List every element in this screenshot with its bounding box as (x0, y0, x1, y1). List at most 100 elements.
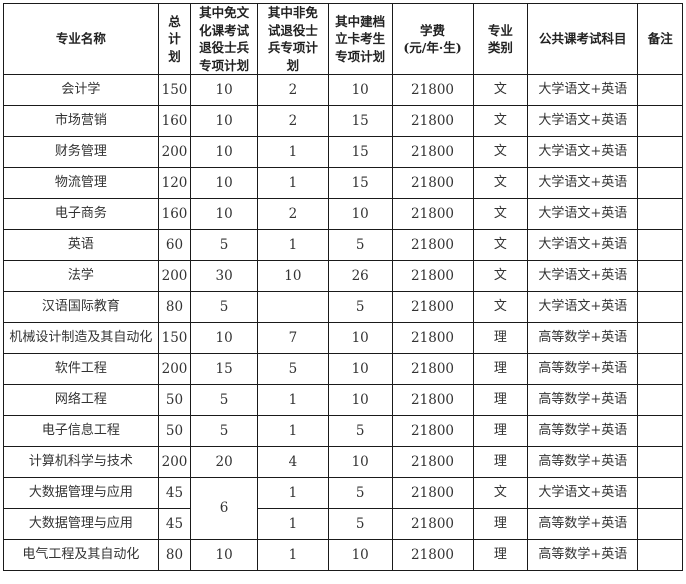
cell-non_exempt: 1 (256, 477, 329, 509)
column-header-subjects: 公共课考试科目 (527, 3, 639, 75)
cell-subjects: 高等数学+英语 (527, 384, 639, 416)
cell-non_exempt: 10 (256, 260, 329, 292)
cell-major: 财务管理 (3, 136, 159, 168)
cell-archived: 5 (327, 415, 393, 447)
cell-archived: 5 (327, 508, 393, 540)
cell-exempt: 5 (190, 415, 258, 447)
cell-exempt: 10 (190, 539, 258, 571)
cell-subjects: 大学语文+英语 (527, 136, 639, 168)
cell-category: 文 (472, 74, 529, 106)
cell-category: 理 (472, 446, 529, 478)
cell-tuition: 21800 (391, 105, 474, 137)
cell-category: 理 (472, 353, 529, 385)
cell-total: 200 (157, 446, 192, 478)
cell-archived: 5 (327, 477, 393, 509)
table-header: 专业名称总计划其中免文 化课考试 退役士兵 专项计划 其中非免 试退役士 兵专项计划其中建档… (3, 3, 683, 75)
cell-tuition: 21800 (391, 477, 474, 509)
cell-remark (637, 260, 683, 292)
cell-major: 计算机科学与技术 (3, 446, 159, 478)
cell-exempt: 5 (190, 229, 258, 261)
cell-remark (637, 446, 683, 478)
cell-total: 200 (157, 353, 192, 385)
cell-category: 理 (472, 415, 529, 447)
cell-exempt: 10 (190, 198, 258, 230)
cell-archived: 10 (327, 539, 393, 571)
cell-archived: 26 (327, 260, 393, 292)
cell-subjects: 高等数学+英语 (527, 322, 639, 354)
cell-category: 文 (472, 136, 529, 168)
header-row: 专业名称总计划其中免文 化课考试 退役士兵 专项计划 其中非免 试退役士 兵专项计划其中建档… (3, 3, 683, 75)
cell-major: 电气工程及其自动化 (3, 539, 159, 571)
table-row: 会计学 150 10 2 10 21800 文大学语文+英语 (3, 74, 683, 106)
cell-tuition: 21800 (391, 508, 474, 540)
cell-major: 英语 (3, 229, 159, 261)
cell-remark (637, 539, 683, 571)
table-row: 电子信息工程 50 5 1 5 21800 理高等数学+英语 (3, 415, 683, 447)
cell-remark (637, 477, 683, 509)
cell-total: 160 (157, 198, 192, 230)
cell-non_exempt: 2 (256, 74, 329, 106)
cell-subjects: 大学语文+英语 (527, 477, 639, 509)
cell-remark (637, 415, 683, 447)
cell-remark (637, 74, 683, 106)
cell-non_exempt: 1 (256, 167, 329, 199)
cell-tuition: 21800 (391, 322, 474, 354)
cell-total: 150 (157, 74, 192, 106)
cell-exempt: 6 (190, 477, 258, 540)
cell-total: 150 (157, 322, 192, 354)
table-row: 软件工程 200 15 5 10 21800 理高等数学+英语 (3, 353, 683, 385)
cell-exempt: 10 (190, 105, 258, 137)
cell-tuition: 21800 (391, 415, 474, 447)
cell-remark (637, 167, 683, 199)
cell-total: 200 (157, 136, 192, 168)
cell-total: 50 (157, 415, 192, 447)
cell-category: 文 (472, 291, 529, 323)
column-header-category: 专业 类别 (472, 3, 529, 75)
admission-plan-table: 专业名称总计划其中免文 化课考试 退役士兵 专项计划 其中非免 试退役士 兵专项计划其中建档… (3, 3, 683, 571)
cell-exempt: 5 (190, 384, 258, 416)
cell-archived: 10 (327, 446, 393, 478)
cell-category: 理 (472, 384, 529, 416)
cell-archived: 10 (327, 74, 393, 106)
cell-archived: 15 (327, 105, 393, 137)
cell-subjects: 高等数学+英语 (527, 508, 639, 540)
cell-subjects: 高等数学+英语 (527, 446, 639, 478)
cell-major: 物流管理 (3, 167, 159, 199)
cell-exempt: 10 (190, 322, 258, 354)
cell-subjects: 大学语文+英语 (527, 260, 639, 292)
cell-non_exempt: 2 (256, 198, 329, 230)
table-row: 物流管理 120 10 1 15 21800 文大学语文+英语 (3, 167, 683, 199)
cell-total: 200 (157, 260, 192, 292)
cell-exempt: 20 (190, 446, 258, 478)
cell-total: 50 (157, 384, 192, 416)
cell-category: 文 (472, 198, 529, 230)
cell-total: 160 (157, 105, 192, 137)
cell-tuition: 21800 (391, 539, 474, 571)
cell-non_exempt: 1 (256, 229, 329, 261)
table-row: 大数据管理与应用 45 6 1 5 21800 文大学语文+英语 (3, 477, 683, 540)
cell-major: 大数据管理与应用 (3, 508, 159, 540)
cell-major: 机械设计制造及其自动化 (3, 322, 159, 354)
cell-category: 理 (472, 322, 529, 354)
cell-non_exempt: 1 (256, 136, 329, 168)
cell-exempt: 30 (190, 260, 258, 292)
column-header-tuition: 学费 (元/年·生) (391, 3, 474, 75)
table-row: 电气工程及其自动化 80 10 1 10 21800 理高等数学+英语 (3, 539, 683, 571)
cell-category: 文 (472, 477, 529, 509)
cell-tuition: 21800 (391, 260, 474, 292)
column-header-remark: 备注 (637, 3, 683, 75)
cell-major: 电子信息工程 (3, 415, 159, 447)
cell-archived: 10 (327, 353, 393, 385)
cell-subjects: 大学语文+英语 (527, 74, 639, 106)
cell-non_exempt: 1 (256, 539, 329, 571)
cell-tuition: 21800 (391, 198, 474, 230)
cell-tuition: 21800 (391, 136, 474, 168)
cell-tuition: 21800 (391, 74, 474, 106)
cell-subjects: 大学语文+英语 (527, 167, 639, 199)
cell-non_exempt: 1 (256, 508, 329, 540)
cell-major: 汉语国际教育 (3, 291, 159, 323)
cell-archived: 10 (327, 198, 393, 230)
cell-archived: 10 (327, 384, 393, 416)
cell-archived: 10 (327, 322, 393, 354)
